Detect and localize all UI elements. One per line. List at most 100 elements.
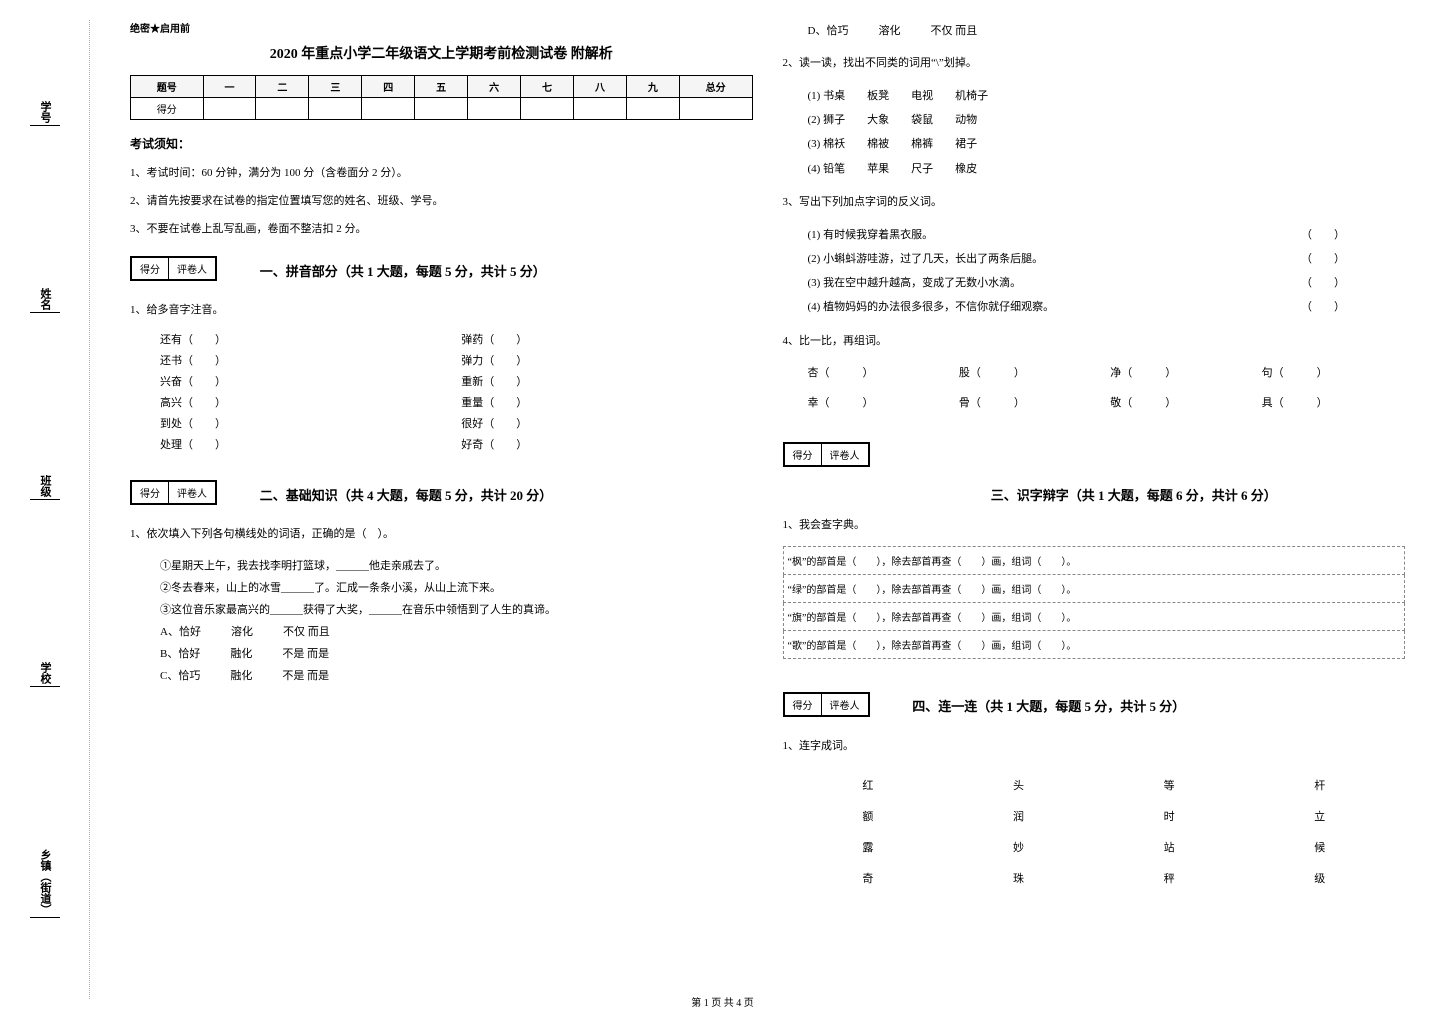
pinyin-l4: 到处（ ） bbox=[160, 415, 421, 431]
exam-title: 2020 年重点小学二年级语文上学期考前检测试卷 附解析 bbox=[130, 43, 753, 63]
score-box-2: 得分评卷人 bbox=[130, 480, 217, 505]
pinyin-l3: 高兴（ ） bbox=[160, 394, 421, 410]
s1-q1-prompt: 1、给多音字注音。 bbox=[130, 299, 753, 321]
left-column: 绝密★启用前 2020 年重点小学二年级语文上学期考前检测试卷 附解析 题号 一… bbox=[130, 20, 753, 999]
cn-21: 妙 bbox=[963, 839, 1074, 855]
th-7: 七 bbox=[521, 76, 574, 98]
section-1-title: 一、拼音部分（共 1 大题，每题 5 分，共计 5 分） bbox=[260, 261, 546, 280]
q3-4: (4) 植物妈妈的办法很多很多，不信你就仔细观察。（ ） bbox=[783, 295, 1406, 319]
rule-3: 3、不要在试卷上乱写乱画，卷面不整洁扣 2 分。 bbox=[130, 220, 753, 236]
pinyin-r2: 重新（ ） bbox=[461, 373, 722, 389]
q2-1: (1) 书桌 板凳 电视 机椅子 bbox=[783, 84, 1406, 108]
s4-q1-prompt: 1、连字成词。 bbox=[783, 735, 1406, 757]
pinyin-l2: 兴奋（ ） bbox=[160, 373, 421, 389]
cn-03: 杆 bbox=[1264, 777, 1375, 793]
cg-01: 股（ ） bbox=[959, 362, 1102, 384]
cg-12: 敬（ ） bbox=[1110, 392, 1253, 414]
binding-field-class: 班级 bbox=[30, 475, 60, 500]
opt-b: B、恰好 融化 不是 而是 bbox=[160, 643, 753, 665]
binding-field-town: 乡镇（街道） bbox=[30, 849, 60, 918]
q2-2: (2) 狮子 大象 袋鼠 动物 bbox=[783, 108, 1406, 132]
binding-field-id: 学号 bbox=[30, 101, 60, 126]
cn-10: 额 bbox=[813, 808, 924, 824]
pinyin-r3: 重量（ ） bbox=[461, 394, 722, 410]
binding-strip: 学号 姓名 班级 学校 乡镇（街道） bbox=[0, 20, 90, 999]
th-2: 二 bbox=[256, 76, 309, 98]
q1-line-2: ②冬去春来，山上的冰雪______了。汇成一条条小溪，从山上流下来。 bbox=[160, 577, 753, 599]
dict-table: “枫”的部首是（ ），除去部首再查（ ）画，组词（ ）。 “绿”的部首是（ ），… bbox=[783, 546, 1406, 659]
s2-q1-lines: ①星期天上午，我去找李明打篮球，______他走亲戚去了。 ②冬去春来，山上的冰… bbox=[130, 555, 753, 687]
th-3: 三 bbox=[309, 76, 362, 98]
right-column: D、恰巧 溶化 不仅 而且 2、读一读，找出不同类的词用“\”划掉。 (1) 书… bbox=[783, 20, 1406, 999]
score-box-1: 得分评卷人 bbox=[130, 256, 217, 281]
score-box-3: 得分评卷人 bbox=[783, 442, 870, 467]
cg-11: 骨（ ） bbox=[959, 392, 1102, 414]
section-3-title: 三、识字辩字（共 1 大题，每题 6 分，共计 6 分） bbox=[863, 485, 1406, 504]
binding-field-school: 学校 bbox=[30, 662, 60, 687]
q1-line-3: ③这位音乐家最高兴的______获得了大奖，______在音乐中领悟到了人生的真… bbox=[160, 599, 753, 621]
cn-31: 珠 bbox=[963, 870, 1074, 886]
th-9: 九 bbox=[626, 76, 679, 98]
pinyin-l1: 还书（ ） bbox=[160, 352, 421, 368]
cn-11: 润 bbox=[963, 808, 1074, 824]
th-0: 题号 bbox=[131, 76, 204, 98]
th-8: 八 bbox=[573, 76, 626, 98]
section-4-title: 四、连一连（共 1 大题，每题 5 分，共计 5 分） bbox=[912, 696, 1185, 715]
th-6: 六 bbox=[468, 76, 521, 98]
pinyin-l5: 处理（ ） bbox=[160, 436, 421, 452]
cn-13: 立 bbox=[1264, 808, 1375, 824]
cg-10: 幸（ ） bbox=[808, 392, 951, 414]
q3-2: (2) 小蝌蚪游哇游，过了几天，长出了两条后腿。（ ） bbox=[783, 247, 1406, 271]
q1-line-1: ①星期天上午，我去找李明打篮球，______他走亲戚去了。 bbox=[160, 555, 753, 577]
th-4: 四 bbox=[362, 76, 415, 98]
th-10: 总分 bbox=[679, 76, 752, 98]
section-2-title: 二、基础知识（共 4 大题，每题 5 分，共计 20 分） bbox=[260, 485, 553, 504]
dict-r1: “绿”的部首是（ ），除去部首再查（ ）画，组词（ ）。 bbox=[783, 574, 1405, 602]
q2-4: (4) 铅笔 苹果 尺子 橡皮 bbox=[783, 157, 1406, 181]
pinyin-l0: 还有（ ） bbox=[160, 331, 421, 347]
s2-q3-prompt: 3、写出下列加点字词的反义词。 bbox=[783, 191, 1406, 213]
opt-d: D、恰巧 溶化 不仅 而且 bbox=[808, 20, 1406, 42]
opt-c: C、恰巧 融化 不是 而是 bbox=[160, 665, 753, 687]
dict-r0: “枫”的部首是（ ），除去部首再查（ ）画，组词（ ）。 bbox=[783, 546, 1405, 574]
score-table: 题号 一 二 三 四 五 六 七 八 九 总分 得分 bbox=[130, 75, 753, 120]
pinyin-r5: 好奇（ ） bbox=[461, 436, 722, 452]
pinyin-r1: 弹力（ ） bbox=[461, 352, 722, 368]
cg-02: 净（ ） bbox=[1110, 362, 1253, 384]
row-label: 得分 bbox=[131, 98, 204, 120]
pinyin-r4: 很好（ ） bbox=[461, 415, 722, 431]
s2-q1-prompt: 1、依次填入下列各句横线处的词语，正确的是（ ）。 bbox=[130, 523, 753, 545]
cn-22: 站 bbox=[1114, 839, 1225, 855]
s3-q1-prompt: 1、我会查字典。 bbox=[783, 514, 1406, 536]
q2-3: (3) 棉袄 棉被 棉裤 裙子 bbox=[783, 132, 1406, 156]
opt-a: A、恰好 溶化 不仅 而且 bbox=[160, 621, 753, 643]
th-1: 一 bbox=[203, 76, 256, 98]
cn-32: 秤 bbox=[1114, 870, 1225, 886]
cg-00: 杏（ ） bbox=[808, 362, 951, 384]
rule-1: 1、考试时间：60 分钟，满分为 100 分（含卷面分 2 分）。 bbox=[130, 164, 753, 180]
dict-r3: “歌”的部首是（ ），除去部首再查（ ）画，组词（ ）。 bbox=[783, 630, 1405, 658]
score-box-4: 得分评卷人 bbox=[783, 692, 870, 717]
connect-grid: 红 头 等 杆 额 润 时 立 露 妙 站 候 奇 珠 秤 级 bbox=[783, 767, 1406, 896]
pinyin-r0: 弹药（ ） bbox=[461, 331, 722, 347]
pinyin-grid: 还有（ ） 弹药（ ） 还书（ ） 弹力（ ） 兴奋（ ） 重新（ ） 高兴（ … bbox=[130, 331, 753, 452]
compare-grid: 杏（ ） 股（ ） 净（ ） 句（ ） 幸（ ） 骨（ ） 敬（ ） 具（ ） bbox=[783, 362, 1406, 414]
cn-20: 露 bbox=[813, 839, 924, 855]
q3-1: (1) 有时候我穿着黑衣服。（ ） bbox=[783, 223, 1406, 247]
cn-00: 红 bbox=[813, 777, 924, 793]
th-5: 五 bbox=[415, 76, 468, 98]
q3-3: (3) 我在空中越升越高，变成了无数小水滴。（ ） bbox=[783, 271, 1406, 295]
binding-field-name: 姓名 bbox=[30, 288, 60, 313]
cn-02: 等 bbox=[1114, 777, 1225, 793]
s2-q2-prompt: 2、读一读，找出不同类的词用“\”划掉。 bbox=[783, 52, 1406, 74]
cg-03: 句（ ） bbox=[1262, 362, 1405, 384]
s2-q4-prompt: 4、比一比，再组词。 bbox=[783, 330, 1406, 352]
cg-13: 具（ ） bbox=[1262, 392, 1405, 414]
rules-heading: 考试须知： bbox=[130, 135, 753, 152]
cn-01: 头 bbox=[963, 777, 1074, 793]
rule-2: 2、请首先按要求在试卷的指定位置填写您的姓名、班级、学号。 bbox=[130, 192, 753, 208]
cn-33: 级 bbox=[1264, 870, 1375, 886]
content-area: 绝密★启用前 2020 年重点小学二年级语文上学期考前检测试卷 附解析 题号 一… bbox=[90, 20, 1445, 999]
dict-r2: “旗”的部首是（ ），除去部首再查（ ）画，组词（ ）。 bbox=[783, 602, 1405, 630]
cn-23: 候 bbox=[1264, 839, 1375, 855]
